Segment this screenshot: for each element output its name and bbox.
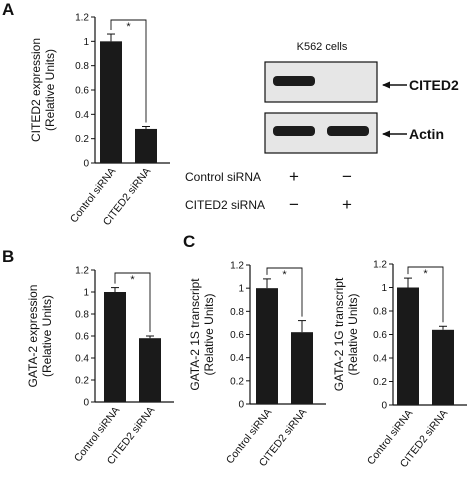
y-tick-label: 0 (238, 400, 244, 411)
y-axis-title-line: (Relative Units) (40, 295, 54, 377)
y-tick-label: 0.4 (75, 110, 89, 121)
y-axis-title-line: GATA-2 1G transcript (332, 277, 346, 391)
y-tick-label: 0.8 (75, 61, 89, 72)
blot-band (273, 76, 315, 86)
y-tick-label: 0.2 (75, 134, 89, 145)
significance-bracket (407, 266, 444, 323)
condition-control-sign-lane1: + (289, 167, 299, 186)
bar (397, 287, 419, 405)
y-axis-title-line: CITED2 expression (29, 38, 43, 142)
y-axis-title-line: GATA-2 expression (26, 285, 40, 388)
condition-control-sign-lane2: − (342, 167, 352, 186)
y-tick-label: 0.4 (373, 354, 387, 365)
y-tick-label: 1.2 (230, 261, 244, 272)
y-tick-label: 0.8 (230, 307, 244, 318)
western-blot: K562 cells CITED2 Actin Control siRNA + … (185, 41, 459, 214)
y-tick-label: 0.6 (75, 332, 89, 343)
bar (104, 292, 126, 402)
y-tick-label: 1 (381, 283, 387, 294)
panel-label-a: A (2, 0, 14, 19)
blot-label-cited2: CITED2 (409, 77, 459, 93)
panel-label-b: B (2, 247, 14, 266)
y-tick-label: 0.4 (75, 354, 89, 365)
condition-control-label: Control siRNA (185, 170, 261, 184)
blot-bands (273, 76, 369, 136)
condition-cited2-label: CITED2 siRNA (185, 198, 265, 212)
y-tick-label: 0 (83, 159, 89, 170)
y-tick-label: 0.2 (75, 376, 89, 387)
y-tick-label: 1.2 (373, 260, 387, 271)
bar (432, 329, 454, 405)
y-tick-label: 1 (238, 284, 244, 295)
y-axis-title-line: (Relative Units) (43, 49, 57, 131)
y-tick-label: 1 (83, 37, 89, 48)
y-tick-label: 1 (83, 288, 89, 299)
y-tick-label: 0 (83, 398, 89, 409)
panel-label-c: C (183, 232, 195, 251)
blot-label-actin: Actin (409, 126, 444, 142)
blot-title: K562 cells (297, 41, 348, 53)
y-tick-label: 1.2 (75, 13, 89, 24)
significance-star: * (423, 268, 428, 280)
condition-cited2-sign-lane1: − (289, 195, 299, 214)
significance-bracket (114, 272, 151, 332)
y-tick-label: 0.8 (75, 310, 89, 321)
bar (135, 128, 157, 163)
y-tick-label: 0.2 (373, 377, 387, 388)
y-tick-label: 1.2 (75, 266, 89, 277)
y-axis-title-line: (Relative Units) (202, 293, 216, 375)
y-axis-title: CITED2 expression(Relative Units) (29, 38, 57, 142)
y-tick-label: 0.6 (75, 86, 89, 97)
y-tick-label: 0.6 (230, 330, 244, 341)
y-axis-title-line: (Relative Units) (346, 293, 360, 375)
y-axis-title: GATA-2 1G transcript(Relative Units) (332, 277, 360, 391)
y-axis-title-line: GATA-2 1S transcript (188, 278, 202, 391)
y-tick-label: 0 (381, 401, 387, 412)
y-axis-title: GATA-2 expression(Relative Units) (26, 285, 54, 388)
significance-bracket (110, 19, 147, 123)
y-tick-label: 0.8 (373, 307, 387, 318)
significance-star: * (130, 274, 135, 286)
y-axis-title: GATA-2 1S transcript(Relative Units) (188, 278, 216, 391)
arrow-cited2-icon (382, 81, 390, 89)
y-tick-label: 0.6 (373, 330, 387, 341)
bar (139, 338, 161, 402)
significance-bracket (266, 267, 303, 317)
y-tick-label: 0.4 (230, 353, 244, 364)
bar (291, 332, 313, 404)
blot-band (273, 126, 315, 136)
y-tick-label: 0.2 (230, 376, 244, 387)
condition-cited2-sign-lane2: + (342, 195, 352, 214)
significance-star: * (126, 21, 131, 33)
significance-star: * (282, 269, 287, 281)
blot-band (327, 126, 369, 136)
bar (100, 41, 122, 164)
blot-box-cited2 (264, 61, 378, 103)
arrow-actin-icon (382, 130, 390, 138)
bar (256, 288, 278, 404)
